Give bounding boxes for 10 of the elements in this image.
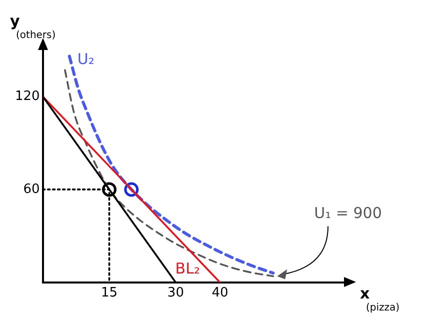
x-axis-title: x (pizza): [360, 284, 400, 314]
series-label: U₂: [77, 50, 94, 68]
x-tick-label: 30: [167, 286, 184, 301]
x-tick-label: 40: [212, 286, 228, 301]
y-tick-label: 120: [14, 88, 40, 104]
x-tick-label: 15: [100, 286, 118, 301]
y-axis-title: y (others): [10, 12, 56, 41]
y-tick-label: 60: [23, 182, 40, 197]
series-label: BL₂: [175, 259, 200, 278]
text: U₁ = 900: [314, 204, 382, 222]
